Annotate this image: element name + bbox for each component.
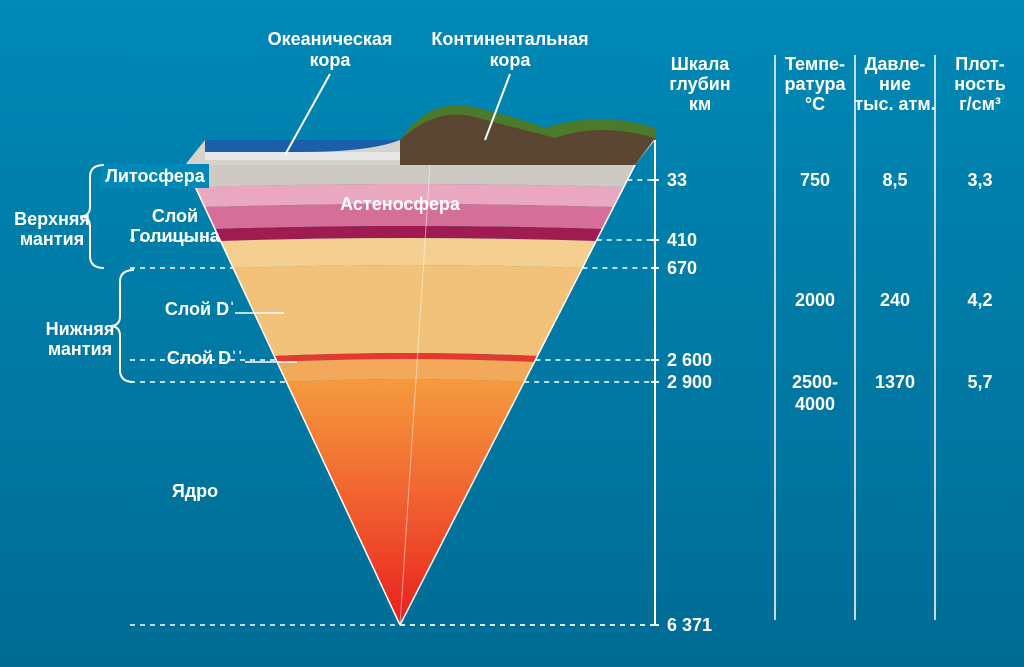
dens-value: 4,2 bbox=[967, 290, 992, 310]
dens-value: 3,3 bbox=[967, 170, 992, 190]
temp-header: ратура bbox=[784, 74, 846, 94]
asthenosphere-label: Астеносфера bbox=[340, 194, 461, 214]
depth-value: 2 900 bbox=[667, 372, 712, 392]
depth-value: 2 600 bbox=[667, 350, 712, 370]
dens-header: Плот- bbox=[955, 54, 1005, 74]
svg-text:Нижняя: Нижняя bbox=[46, 319, 115, 339]
dens-header: г/см³ bbox=[959, 94, 1001, 114]
press-header: тыс. атм. bbox=[854, 94, 935, 114]
crust-label: Океаническая bbox=[268, 29, 393, 49]
depth-value: 410 bbox=[667, 230, 697, 250]
left-label: Слой bbox=[152, 206, 198, 226]
press-value: 8,5 bbox=[882, 170, 907, 190]
dens-header: ность bbox=[954, 74, 1006, 94]
press-value: 1370 bbox=[875, 372, 915, 392]
layer-crust-grey bbox=[185, 162, 635, 187]
diagram-svg: 33 410 670 2 6002 900 6 371 Литосфера СлойГоли… bbox=[0, 0, 1024, 667]
crust-label: кора bbox=[310, 50, 352, 70]
layer-transition bbox=[221, 238, 597, 268]
crust-label: Континентальная bbox=[431, 29, 588, 49]
press-header: Давле- bbox=[865, 54, 926, 74]
temp-value: 750 bbox=[800, 170, 830, 190]
depth-header: глубин bbox=[669, 74, 730, 94]
temp-header: °C bbox=[805, 94, 825, 114]
left-label: Слой Dˈ bbox=[165, 299, 235, 319]
earth-section-diagram: { "canvas": { "w": 1024, "h": 667, "bg_t… bbox=[0, 0, 1024, 667]
svg-text:мантия: мантия bbox=[20, 229, 84, 249]
left-label: Голицына bbox=[130, 226, 221, 246]
temp-value: 2500- bbox=[792, 372, 838, 392]
left-label: Ядро bbox=[172, 481, 218, 501]
svg-text:Верхняя: Верхняя bbox=[14, 209, 90, 229]
left-label: Литосфера bbox=[105, 166, 206, 186]
left-label: Слой Dˈˈ bbox=[167, 348, 243, 368]
depth-value: 670 bbox=[667, 258, 697, 278]
svg-text:мантия: мантия bbox=[48, 339, 112, 359]
ocean-crust bbox=[205, 152, 400, 160]
temp-header: Темпе- bbox=[785, 54, 845, 74]
press-header: ние bbox=[879, 74, 911, 94]
layer-lower-mantle1 bbox=[233, 265, 582, 356]
depth-value: 6 371 bbox=[667, 615, 712, 635]
dens-value: 5,7 bbox=[967, 372, 992, 392]
depth-value: 33 bbox=[667, 170, 687, 190]
layer-lower-mantle2 bbox=[277, 359, 534, 382]
depth-header: Шкала bbox=[671, 54, 731, 74]
depth-header: км bbox=[689, 94, 711, 114]
crust-label: кора bbox=[490, 50, 532, 70]
temp-value: 4000 bbox=[795, 394, 835, 414]
temp-value: 2000 bbox=[795, 290, 835, 310]
press-value: 240 bbox=[880, 290, 910, 310]
